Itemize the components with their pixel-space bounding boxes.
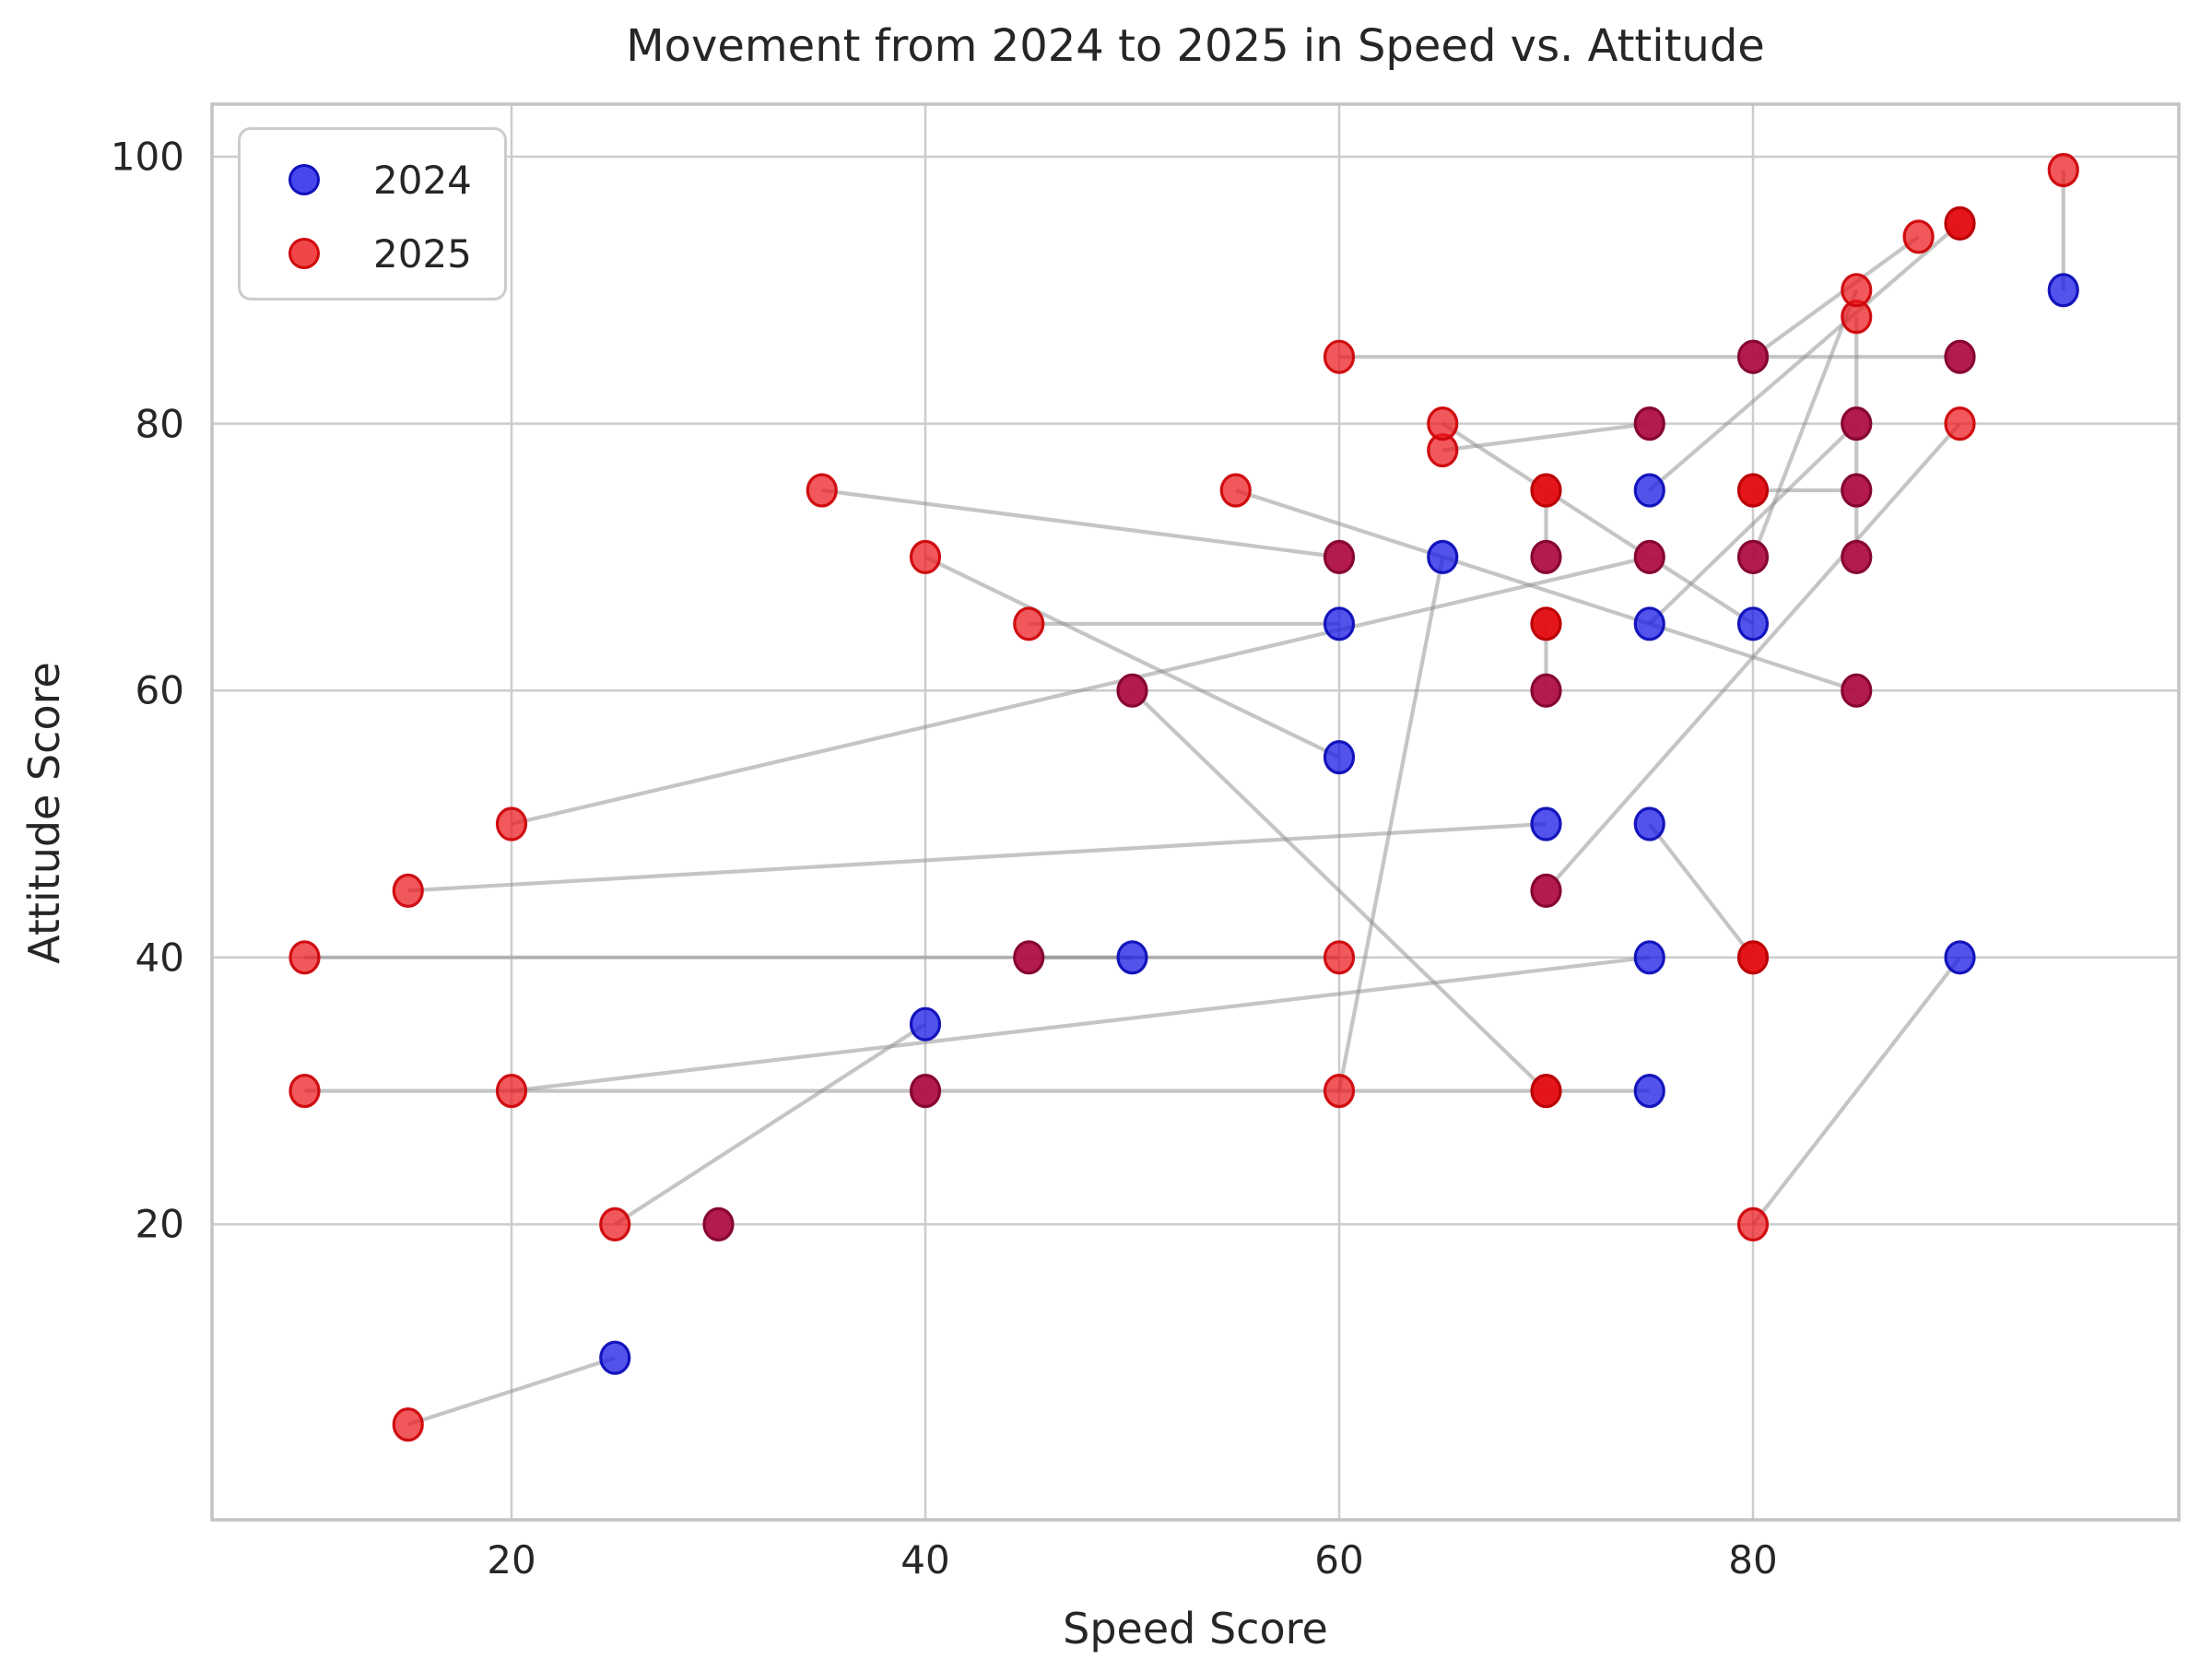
data-point-2025 <box>288 940 321 975</box>
data-point-2024 <box>1323 739 1356 775</box>
legend-item-2025: 2025 <box>241 217 504 290</box>
data-point-2025 <box>392 1406 424 1442</box>
data-point-2025 <box>1323 940 1356 975</box>
data-point-2025 <box>495 1073 528 1109</box>
data-point-2025 <box>1736 473 1770 508</box>
chart-title: Movement from 2024 to 2025 in Speed vs. … <box>626 20 1765 72</box>
data-point-2024 <box>1736 606 1770 641</box>
data-point-2025 <box>1841 273 1873 308</box>
data-point-overlap <box>1944 339 1976 374</box>
data-point-2025 <box>1323 1073 1356 1109</box>
data-point-overlap <box>909 1073 942 1109</box>
movement-line <box>407 821 1547 893</box>
data-point-2025 <box>806 473 838 508</box>
legend-label-2024: 2024 <box>373 157 472 203</box>
data-point-2024 <box>1633 473 1665 508</box>
data-point-2024 <box>1633 1073 1665 1109</box>
data-point-2025 <box>909 539 942 575</box>
data-point-2024 <box>1633 940 1665 975</box>
y-tick-label: 100 <box>110 134 184 180</box>
data-point-overlap <box>1633 539 1665 575</box>
data-point-2025 <box>1530 473 1562 508</box>
data-point-2025 <box>1323 339 1356 374</box>
y-tick-label: 60 <box>135 667 184 713</box>
data-point-overlap <box>1530 539 1562 575</box>
data-point-2024 <box>599 1340 631 1375</box>
y-tick-label: 80 <box>135 401 184 447</box>
movement-line <box>1648 221 1961 492</box>
data-point-overlap <box>1841 473 1873 508</box>
plot-border <box>210 102 2181 1522</box>
x-tick-label: 80 <box>1728 1537 1778 1583</box>
x-tick-label: 20 <box>487 1537 536 1583</box>
y-axis-label: Attitude Score <box>19 662 69 964</box>
data-point-2024 <box>1530 806 1562 841</box>
movement-line <box>1336 557 1445 1091</box>
data-point-overlap <box>1633 406 1665 441</box>
data-point-2025 <box>1530 606 1562 641</box>
data-point-2025 <box>1013 606 1045 641</box>
movement-line <box>1648 422 1858 626</box>
data-point-overlap <box>1736 539 1770 575</box>
movement-line <box>1751 235 1920 359</box>
data-point-2025 <box>1219 473 1252 508</box>
data-point-2024 <box>1323 606 1356 641</box>
legend-marker-2025-icon <box>288 238 320 269</box>
data-point-overlap <box>1323 539 1356 575</box>
data-point-2025 <box>1530 1073 1562 1109</box>
movement-line <box>1441 421 1755 626</box>
x-tick-label: 60 <box>1314 1537 1364 1583</box>
data-point-overlap <box>1013 940 1045 975</box>
movement-line <box>1648 822 1755 959</box>
data-point-2024 <box>1944 940 1976 975</box>
data-point-overlap <box>1841 673 1873 708</box>
data-point-2025 <box>495 806 528 841</box>
data-point-2025 <box>1736 940 1770 975</box>
movement-line <box>924 555 1340 759</box>
data-point-overlap <box>1841 539 1873 575</box>
movement-line <box>1131 688 1547 1093</box>
movement-line <box>821 488 1340 559</box>
data-point-2025 <box>392 873 424 909</box>
x-tick-label: 40 <box>900 1537 950 1583</box>
data-point-overlap <box>1116 673 1148 708</box>
y-tick-label: 20 <box>135 1201 184 1247</box>
data-point-2025 <box>1944 206 1976 241</box>
data-point-2025 <box>599 1206 631 1242</box>
data-point-2024 <box>1633 806 1665 841</box>
movement-line <box>511 955 1650 1093</box>
movement-line <box>511 555 1651 827</box>
data-point-2025 <box>1902 219 1935 254</box>
data-point-2024 <box>2047 273 2079 308</box>
data-point-2025 <box>1427 406 1459 441</box>
data-point-2024 <box>1633 606 1665 641</box>
data-point-2025 <box>1736 1206 1770 1242</box>
data-point-2024 <box>909 1006 942 1041</box>
data-point-overlap <box>702 1206 735 1242</box>
legend: 2024 2025 <box>238 127 507 300</box>
data-point-2024 <box>1116 940 1148 975</box>
data-point-2025 <box>288 1073 321 1109</box>
data-point-overlap <box>1841 406 1873 441</box>
data-point-2025 <box>2047 152 2079 188</box>
data-point-overlap <box>1530 873 1562 909</box>
movement-line <box>1751 289 1859 559</box>
legend-item-2024: 2024 <box>241 143 504 217</box>
data-point-2024 <box>1427 539 1459 575</box>
data-point-2025 <box>1944 406 1976 441</box>
data-point-overlap <box>1530 673 1562 708</box>
movement-line <box>1751 956 1962 1226</box>
legend-marker-2024-icon <box>288 164 320 195</box>
x-axis-label: Speed Score <box>1063 1604 1328 1653</box>
y-tick-label: 40 <box>135 935 184 981</box>
movement-line <box>1544 422 1962 892</box>
plot-area <box>212 104 2179 1520</box>
data-point-overlap <box>1736 339 1770 374</box>
movement-line <box>614 1022 927 1227</box>
legend-label-2025: 2025 <box>373 230 472 276</box>
movement-line <box>407 1356 616 1427</box>
